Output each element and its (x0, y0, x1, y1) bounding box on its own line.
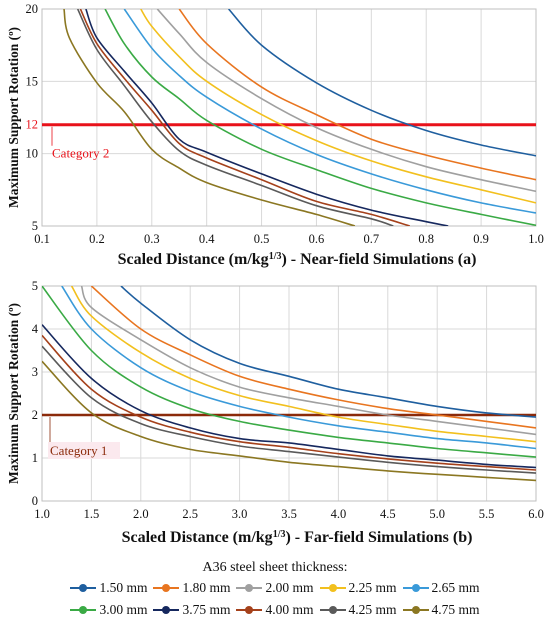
legend-item: 2.00 mm (236, 580, 314, 596)
chart-panel-b: 1.0 1.5 2.0 2.5 3.0 3.5 4.0 4.5 5.0 5.5 6.0 0 1 2 3 4 5 C… (6, 279, 544, 546)
series-line-2-25-mm (70, 286, 536, 443)
y-tick-label: 20 (26, 2, 39, 16)
legend-label: 2.25 mm (348, 580, 397, 595)
legend-item: 2.65 mm (402, 580, 480, 596)
legend-swatch-icon (319, 604, 346, 616)
x-tick-label: 1.0 (34, 507, 50, 521)
y-tick-label: 5 (32, 279, 38, 293)
x-tick-label: 1.5 (84, 507, 100, 521)
series-line-1-80-mm (178, 9, 536, 181)
series-line-4-25-mm (42, 345, 536, 474)
legend-item: 4.00 mm (236, 602, 314, 618)
x-tick-label: 2.0 (133, 507, 149, 521)
legend-swatch-icon (236, 582, 263, 594)
x-tick-label: 0.6 (309, 232, 325, 246)
series-line-2-65-mm (61, 286, 536, 450)
y-tick-label: 1 (32, 451, 38, 465)
legend-item: 1.50 mm (70, 580, 147, 596)
series-line-3-75-mm (85, 9, 449, 226)
series-line-2-00-mm (156, 9, 536, 193)
charts-canvas: 0.1 0.2 0.3 0.4 0.5 0.6 0.7 0.8 0.9 1.0510121520C… (6, 2, 544, 546)
legend-swatch-icon (153, 582, 180, 594)
legend-swatch-icon (402, 582, 429, 594)
y-axis-label: Maximum Support Rotation (º) (6, 303, 21, 484)
x-tick-label: 0.1 (34, 232, 50, 246)
legend-label: 2.00 mm (265, 580, 314, 595)
category-label: Category 2 (52, 146, 109, 161)
x-tick-label: 0.2 (89, 232, 105, 246)
legend-label: 4.00 mm (265, 602, 314, 617)
series-line-2-00-mm (80, 286, 536, 436)
legend-swatch-icon (402, 604, 429, 616)
legend-label: 1.50 mm (99, 580, 148, 595)
y-tick-label: 15 (26, 74, 39, 88)
y-tick-label: 3 (32, 365, 38, 379)
series-line-4-25-mm (76, 9, 394, 226)
series-line-1-80-mm (90, 286, 536, 429)
series-line-4-00-mm (42, 334, 536, 471)
legend-row: 1.50 mm 1.80 mm 2.00 mm 2.25 mm 2.65 mm (0, 580, 550, 596)
legend-item: 4.75 mm (402, 602, 480, 618)
series-line-1-50-mm (228, 9, 536, 157)
legend-label: 1.80 mm (182, 580, 231, 595)
chart-panel-a: 0.1 0.2 0.3 0.4 0.5 0.6 0.7 0.8 0.9 1.0 5 10 12 15 20 C… (6, 2, 544, 268)
series-line-3-00-mm (42, 286, 536, 458)
x-tick-label: 2.5 (182, 507, 198, 521)
series-line-3-75-mm (42, 324, 536, 469)
legend-label: 4.75 mm (431, 602, 480, 617)
series-line-3-00-mm (104, 9, 536, 226)
series-line-2-25-mm (140, 9, 536, 204)
legend-item: 3.75 mm (153, 602, 230, 618)
legend-label: 3.75 mm (182, 602, 231, 617)
x-tick-label: 5.0 (429, 507, 445, 521)
x-axis-label: Scaled Distance (m/kg1/3) - Far-field Si… (122, 529, 473, 547)
category-label: Category 1 (50, 443, 107, 458)
legend-item: 1.80 mm (153, 580, 230, 596)
series-line-1-50-mm (120, 286, 536, 418)
series-line-4-75-mm (63, 9, 356, 226)
x-tick-label: 4.5 (380, 507, 396, 521)
legend-label: 4.25 mm (348, 602, 397, 617)
x-tick-label: 5.5 (479, 507, 495, 521)
legend-swatch-icon (236, 604, 263, 616)
legend-swatch-icon (153, 604, 180, 616)
legend-swatch-icon (319, 582, 346, 594)
x-tick-label: 3.0 (232, 507, 248, 521)
x-tick-label: 0.8 (418, 232, 434, 246)
x-tick-label: 6.0 (528, 507, 544, 521)
y-tick-label: 5 (32, 219, 38, 233)
legend-label: 3.00 mm (99, 602, 148, 617)
x-tick-label: 4.0 (331, 507, 347, 521)
legend-swatch-icon (70, 582, 97, 594)
legend-swatch-icon (70, 604, 97, 616)
y-tick-label: 0 (32, 494, 38, 508)
x-tick-label: 0.7 (364, 232, 380, 246)
y-axis-label: Maximum Support Rotation (º) (6, 27, 21, 208)
x-axis-label: Scaled Distance (m/kg1/3) - Near-field S… (118, 251, 477, 269)
x-tick-label: 0.4 (199, 232, 215, 246)
x-tick-label: 0.5 (254, 232, 270, 246)
x-tick-label: 3.5 (281, 507, 297, 521)
y-tick-label: 12 (26, 118, 39, 132)
legend-item: 3.00 mm (70, 602, 147, 618)
legend-item: 4.25 mm (319, 602, 397, 618)
category-label-bg (48, 442, 120, 459)
legend-row: 3.00 mm 3.75 mm 4.00 mm 4.25 mm 4.75 mm (0, 602, 550, 618)
legend-item: 2.25 mm (319, 580, 397, 596)
y-tick-label: 10 (26, 147, 39, 161)
y-tick-label: 2 (32, 408, 38, 422)
legend-label: 2.65 mm (431, 580, 480, 595)
series-line-4-00-mm (79, 9, 411, 226)
y-tick-label: 4 (32, 322, 39, 336)
x-tick-label: 0.9 (473, 232, 489, 246)
legend-title: A36 steel sheet thickness: (202, 560, 348, 575)
x-tick-label: 0.3 (144, 232, 160, 246)
series-line-4-75-mm (42, 360, 536, 482)
series-line-2-65-mm (123, 9, 536, 214)
x-tick-label: 1.0 (528, 232, 544, 246)
plot-area (41, 8, 537, 227)
plot-area (41, 285, 537, 502)
